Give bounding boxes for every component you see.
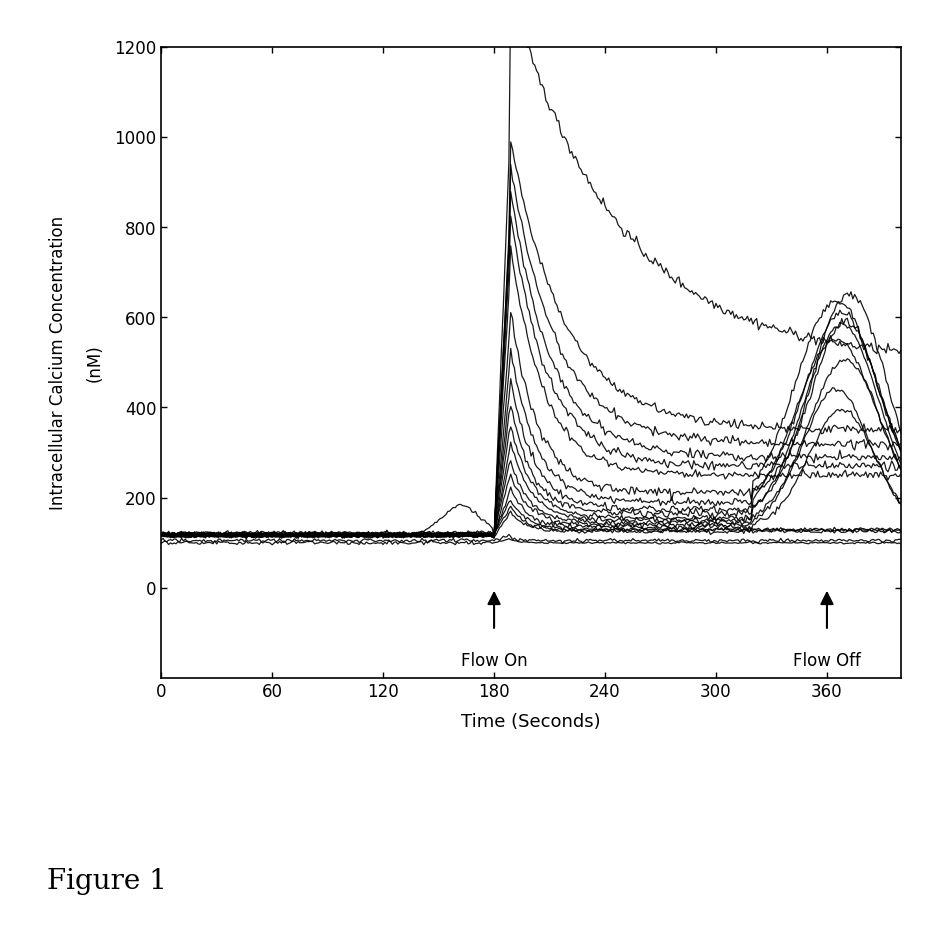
Text: Intracellular Calcium Concentration: Intracellular Calcium Concentration (48, 216, 66, 510)
Text: Flow Off: Flow Off (793, 651, 861, 669)
Text: Flow On: Flow On (461, 651, 527, 669)
X-axis label: Time (Seconds): Time (Seconds) (461, 712, 601, 730)
Text: (nM): (nM) (85, 344, 103, 382)
Text: Figure 1: Figure 1 (47, 868, 167, 895)
